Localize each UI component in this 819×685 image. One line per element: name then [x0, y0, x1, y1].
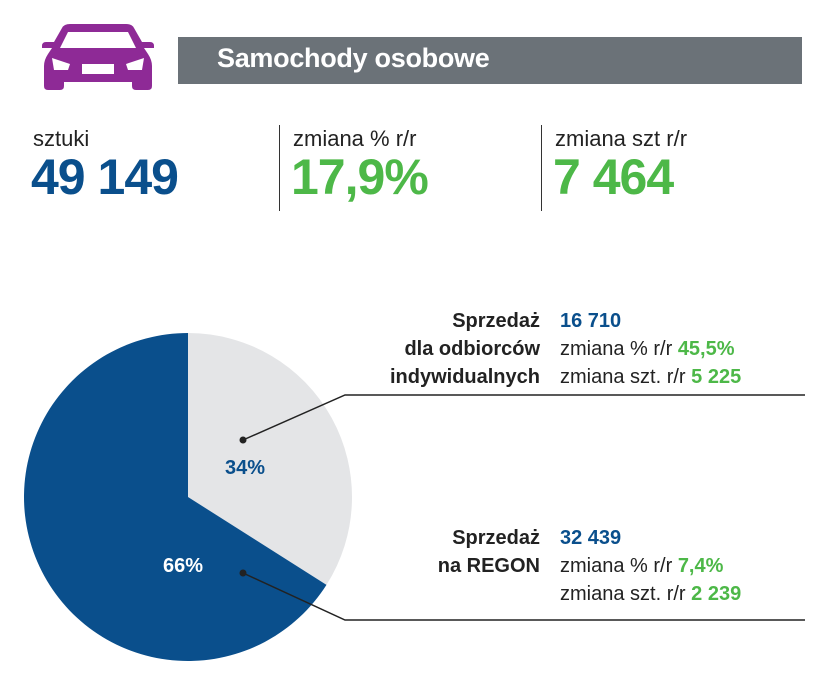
- change-pct-label: zmiana % r/r: [560, 555, 673, 577]
- change-units-label: zmiana szt. r/r: [560, 366, 686, 388]
- segment-value: 16 710: [560, 310, 622, 332]
- divider: [541, 125, 542, 211]
- change-pct-value: 45,5%: [677, 338, 735, 360]
- title-line: na REGON: [437, 555, 540, 577]
- stat-value-unit-change: 7 464: [553, 149, 674, 205]
- leader-dot: [239, 436, 247, 444]
- change-pct-value: 7,4%: [677, 555, 724, 577]
- stat-label-pct-change: zmiana % r/r: [293, 126, 417, 151]
- divider: [279, 125, 280, 211]
- stat-value-pct-change: 17,9%: [291, 149, 429, 205]
- car-icon: [42, 24, 154, 90]
- leader-line-regon: [242, 572, 805, 621]
- stat-label-unit-change: zmiana szt r/r: [555, 126, 688, 151]
- leader-dot: [239, 569, 247, 577]
- pie-slice-individual: [188, 333, 352, 585]
- stat-label-units: sztuki: [33, 126, 90, 151]
- stat-value-units: 49 149: [31, 149, 179, 205]
- title-line: Sprzedaż: [452, 310, 540, 332]
- pie-slice-regon: [23, 333, 327, 662]
- segment-value: 32 439: [560, 527, 622, 549]
- change-units-value: 2 239: [691, 583, 742, 605]
- change-units-value: 5 225: [691, 366, 742, 388]
- segment-values-regon: 32 439 zmiana % r/r 7,4% zmiana szt. r/r…: [560, 524, 741, 608]
- pie-label-regon: 66%: [163, 555, 204, 577]
- change-pct-label: zmiana % r/r: [560, 338, 673, 360]
- title-bar: [178, 37, 802, 84]
- segment-title-individual: Sprzedaż dla odbiorców indywidualnych: [280, 307, 540, 391]
- segment-title-regon: Sprzedaż na REGON: [280, 524, 540, 580]
- title-line: indywidualnych: [389, 366, 540, 388]
- leader-line-individual: [242, 394, 805, 441]
- segment-values-individual: 16 710 zmiana % r/r 45,5% zmiana szt. r/…: [560, 307, 741, 391]
- page-title: Samochody osobowe: [217, 43, 490, 73]
- change-units-label: zmiana szt. r/r: [560, 583, 686, 605]
- pie-label-individual: 34%: [225, 457, 266, 479]
- title-line: dla odbiorców: [404, 338, 540, 360]
- title-line: Sprzedaż: [452, 527, 540, 549]
